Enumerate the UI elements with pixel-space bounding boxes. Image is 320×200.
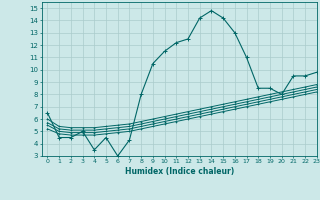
X-axis label: Humidex (Indice chaleur): Humidex (Indice chaleur) [124,167,234,176]
